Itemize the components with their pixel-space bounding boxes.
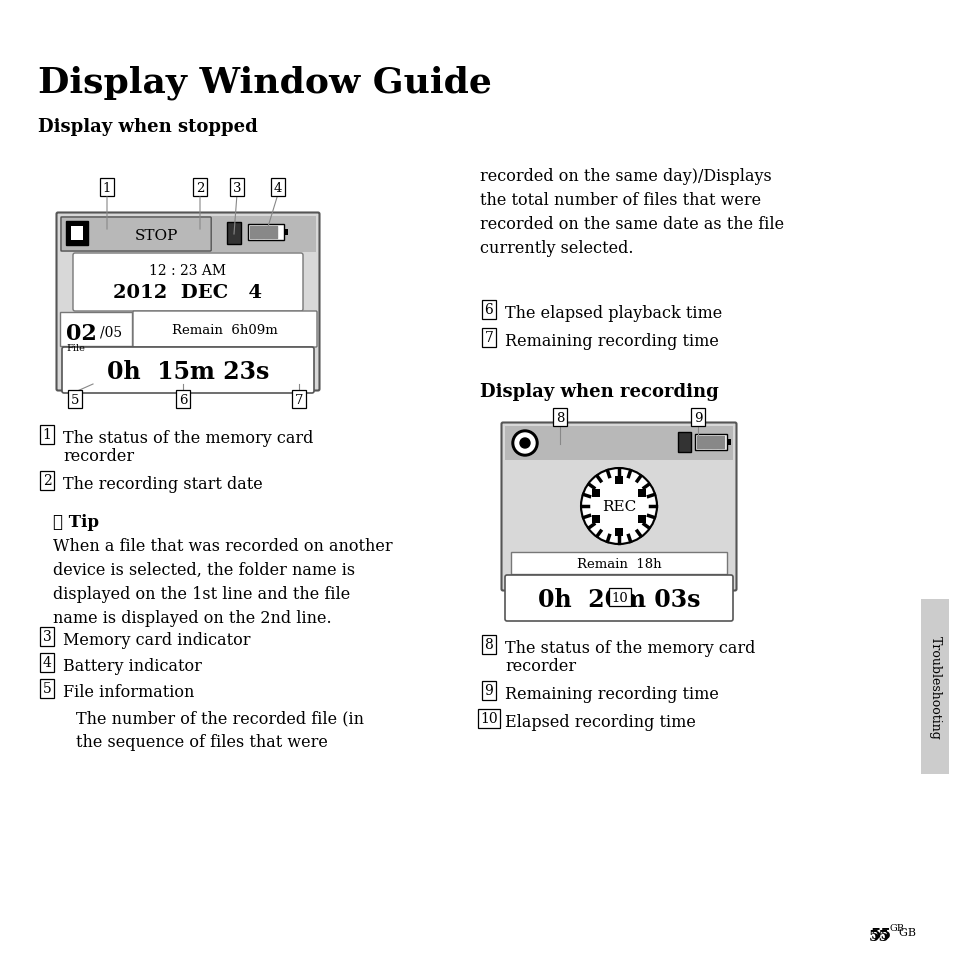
Bar [637, 516, 645, 523]
Text: ★ Tip: ★ Tip [53, 514, 99, 531]
Text: 10: 10 [611, 591, 628, 604]
Text: 12 : 23 AM: 12 : 23 AM [150, 264, 226, 277]
Text: Remain  18h: Remain 18h [576, 558, 660, 571]
Text: GB: GB [889, 923, 904, 932]
Text: File information: File information [63, 683, 194, 700]
Circle shape [515, 434, 535, 454]
Text: 6: 6 [178, 393, 187, 406]
Text: 2012  DEC   4: 2012 DEC 4 [113, 284, 262, 302]
Text: Display when recording: Display when recording [479, 382, 718, 400]
Text: /05: /05 [100, 325, 122, 338]
Bar [637, 490, 645, 497]
FancyBboxPatch shape [132, 312, 316, 348]
Bar [227, 223, 241, 245]
Text: The recording start date: The recording start date [63, 476, 262, 493]
Text: 3: 3 [233, 181, 241, 194]
Text: 4: 4 [43, 656, 51, 669]
Text: 0h  15m 23s: 0h 15m 23s [107, 359, 269, 384]
FancyBboxPatch shape [62, 348, 314, 394]
Bar [615, 476, 622, 484]
FancyBboxPatch shape [73, 253, 303, 312]
Bar [71, 227, 83, 241]
Text: 8: 8 [484, 638, 493, 651]
Text: 5: 5 [71, 393, 79, 406]
Text: The status of the memory card: The status of the memory card [63, 430, 313, 447]
Bar [615, 529, 622, 537]
Text: 7: 7 [484, 331, 493, 345]
Text: The status of the memory card: The status of the memory card [504, 639, 755, 657]
Bar [678, 433, 690, 453]
Text: 2: 2 [43, 474, 51, 488]
Text: 0h  20m 03s: 0h 20m 03s [537, 587, 700, 612]
Text: Display Window Guide: Display Window Guide [38, 65, 492, 99]
Text: 7: 7 [294, 393, 303, 406]
Text: 4: 4 [274, 181, 282, 194]
Text: Troubleshooting: Troubleshooting [927, 635, 941, 739]
Text: STOP: STOP [135, 229, 178, 243]
Text: Memory card indicator: Memory card indicator [63, 631, 251, 648]
Text: 1: 1 [43, 428, 51, 441]
Text: recorder: recorder [504, 658, 576, 675]
Bar [66, 222, 88, 246]
Text: The number of the recorded file (in
the sequence of files that were: The number of the recorded file (in the … [76, 709, 364, 750]
Bar [283, 230, 288, 236]
FancyBboxPatch shape [501, 423, 736, 591]
Circle shape [582, 471, 655, 542]
Text: Remaining recording time: Remaining recording time [504, 333, 719, 350]
FancyBboxPatch shape [56, 213, 319, 391]
Circle shape [512, 431, 537, 456]
Text: 9: 9 [484, 683, 493, 698]
Bar [511, 553, 726, 575]
Circle shape [519, 438, 530, 449]
Bar [504, 427, 732, 460]
Bar [592, 490, 599, 497]
Bar [60, 216, 315, 253]
Text: recorded on the same day)/Displays
the total number of files that were
recorded : recorded on the same day)/Displays the t… [479, 168, 783, 257]
Bar [248, 225, 283, 241]
Text: GB: GB [891, 927, 915, 937]
Bar [726, 439, 730, 446]
Text: When a file that was recorded on another
device is selected, the folder name is
: When a file that was recorded on another… [53, 537, 393, 627]
Text: 5: 5 [43, 681, 51, 696]
Text: 55: 55 [868, 929, 889, 943]
Text: REC: REC [601, 499, 636, 514]
Text: 9: 9 [693, 411, 701, 424]
Text: File: File [66, 344, 85, 353]
Bar [60, 313, 132, 347]
Text: 1: 1 [103, 181, 112, 194]
Text: Remain  6h09m: Remain 6h09m [172, 324, 277, 337]
Text: 3: 3 [43, 629, 51, 643]
Text: Display when stopped: Display when stopped [38, 118, 257, 136]
FancyBboxPatch shape [504, 576, 732, 621]
Text: 02: 02 [66, 323, 97, 345]
Bar [695, 435, 726, 451]
Text: 6: 6 [484, 303, 493, 316]
Text: 55: 55 [870, 927, 891, 941]
Bar [920, 599, 948, 774]
Text: 2: 2 [195, 181, 204, 194]
Text: Battery indicator: Battery indicator [63, 658, 202, 675]
Text: 8: 8 [556, 411, 563, 424]
Text: recorder: recorder [63, 448, 134, 464]
Bar [592, 516, 599, 523]
Text: The elapsed playback time: The elapsed playback time [504, 305, 721, 322]
Text: Elapsed recording time: Elapsed recording time [504, 713, 695, 730]
Text: 10: 10 [479, 711, 497, 725]
Text: Remaining recording time: Remaining recording time [504, 685, 719, 702]
